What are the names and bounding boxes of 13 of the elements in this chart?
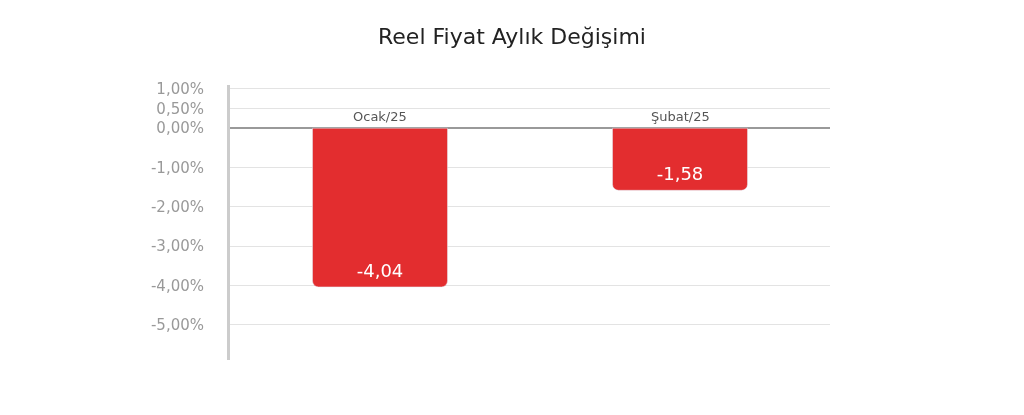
data-label: -1,58	[656, 163, 704, 185]
x-tick-label: Şubat/25	[651, 109, 710, 124]
chart-title: Reel Fiyat Aylık Değişimi	[378, 24, 646, 50]
y-tick-label: -3,00%	[150, 237, 204, 256]
y-tick-label: 0,50%	[156, 99, 204, 118]
y-tick-label: -5,00%	[150, 315, 204, 334]
x-tick-label: Ocak/25	[353, 109, 407, 124]
y-tick-label: 0,00%	[156, 119, 204, 138]
data-label: -4,04	[356, 259, 404, 281]
y-tick-label: -2,00%	[150, 198, 204, 217]
y-tick-label: 1,00%	[156, 80, 204, 99]
y-tick-label: -1,00%	[150, 158, 204, 177]
y-tick-label: -4,00%	[150, 276, 204, 295]
